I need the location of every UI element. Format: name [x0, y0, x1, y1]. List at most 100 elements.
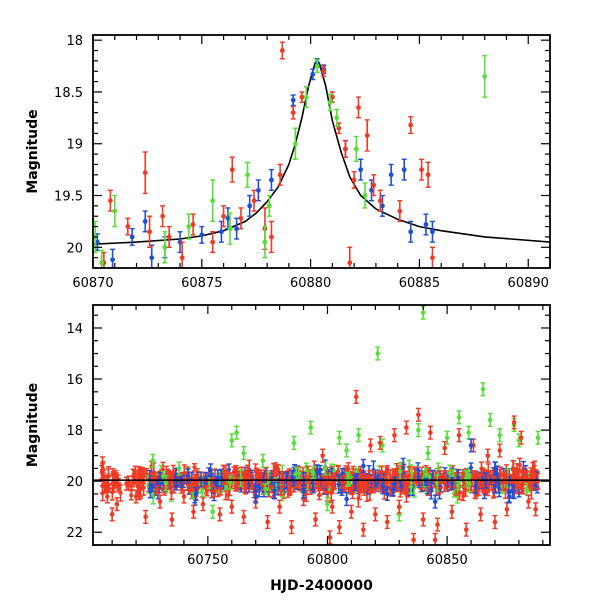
red-data-point [428, 430, 433, 435]
red-data-point [357, 489, 362, 494]
y-tick-label: 18 [66, 424, 83, 439]
red-data-point [169, 474, 174, 479]
red-data-point [361, 527, 366, 532]
green-data-point [241, 450, 247, 456]
red-data-point [329, 481, 334, 487]
red-data-point [388, 476, 393, 481]
red-data-point [278, 488, 284, 493]
red-data-point [157, 499, 163, 504]
red-data-point [190, 222, 196, 227]
red-data-point [241, 514, 247, 520]
red-data-point [192, 465, 197, 470]
red-data-point [438, 475, 443, 480]
red-data-point [337, 524, 342, 530]
red-data-point [133, 494, 139, 499]
blue-data-point [193, 491, 199, 497]
blue-data-point [493, 484, 498, 489]
green-data-point [245, 172, 250, 178]
blue-data-point [142, 219, 148, 224]
blue-data-point [358, 167, 364, 173]
red-data-point [353, 394, 359, 400]
plot-frame [92, 34, 551, 269]
blue-data-point [388, 172, 394, 178]
red-data-point [209, 482, 214, 487]
red-data-point [133, 472, 138, 478]
blue-data-point [257, 485, 262, 490]
red-data-point [141, 475, 146, 480]
green-data-point [308, 425, 314, 430]
red-data-point [179, 255, 185, 261]
red-data-point [457, 490, 462, 495]
red-data-point [367, 489, 372, 494]
red-data-point [371, 182, 377, 188]
blue-data-point [384, 491, 390, 497]
y-tick-label: 20 [66, 241, 83, 256]
green-data-point [456, 415, 462, 420]
red-data-point [426, 468, 431, 473]
red-data-point [264, 474, 269, 479]
blue-data-point [314, 470, 320, 475]
blue-data-point [272, 488, 277, 493]
green-data-point [337, 435, 342, 441]
blue-data-point [301, 489, 306, 494]
red-data-point [425, 172, 431, 178]
red-data-point [521, 482, 526, 487]
red-data-point [492, 519, 498, 525]
red-data-point [136, 469, 141, 474]
blue-data-point [310, 481, 315, 486]
red-data-point [118, 490, 123, 496]
y-tick-label: 19 [66, 138, 83, 153]
red-data-point [351, 177, 357, 183]
x-tick-label: 60870 [72, 276, 113, 291]
blue-data-point [178, 476, 184, 481]
blue-data-point [352, 481, 358, 486]
green-data-point [356, 432, 361, 438]
y-tick-label: 16 [66, 373, 83, 388]
red-data-point [504, 506, 510, 512]
red-data-point [392, 432, 397, 438]
red-data-point [143, 514, 148, 520]
red-data-point [511, 465, 516, 471]
y-tick-label: 14 [66, 322, 83, 337]
red-data-point [509, 480, 514, 485]
green-data-point [447, 470, 452, 475]
red-data-point [221, 472, 227, 478]
green-data-point [425, 450, 431, 456]
green-data-point [303, 94, 309, 100]
green-data-point [416, 427, 421, 433]
x-axis-title: HJD-2400000 [270, 578, 373, 594]
blue-data-point [218, 229, 224, 235]
red-data-point [367, 476, 372, 481]
x-tick-label: 60875 [181, 276, 222, 291]
blue-data-point [415, 467, 421, 472]
red-data-point [349, 509, 354, 515]
green-data-point [322, 466, 328, 471]
red-data-point [329, 504, 335, 510]
red-data-point [251, 198, 257, 204]
red-data-point [276, 467, 281, 472]
red-data-point [532, 473, 537, 478]
blue-data-point [361, 463, 366, 469]
blue-data-point [450, 481, 455, 486]
red-data-point [313, 517, 318, 522]
red-data-point [102, 481, 107, 487]
green-data-point [162, 244, 168, 250]
red-data-point [485, 453, 491, 458]
red-data-point [320, 453, 325, 458]
green-data-point [436, 467, 441, 472]
red-data-point [150, 475, 155, 481]
green-data-point [487, 417, 493, 423]
red-data-point [296, 481, 301, 487]
red-data-point [113, 471, 118, 477]
red-data-point [377, 198, 383, 204]
red-data-point [404, 425, 409, 430]
green-data-point [497, 432, 503, 438]
blue-data-point [468, 465, 474, 470]
green-data-point [524, 487, 529, 492]
green-data-point [176, 466, 182, 471]
red-data-point [279, 48, 285, 53]
green-data-point [291, 440, 297, 446]
red-data-point [432, 537, 438, 543]
y-axis-title: Magnitude [25, 383, 41, 467]
